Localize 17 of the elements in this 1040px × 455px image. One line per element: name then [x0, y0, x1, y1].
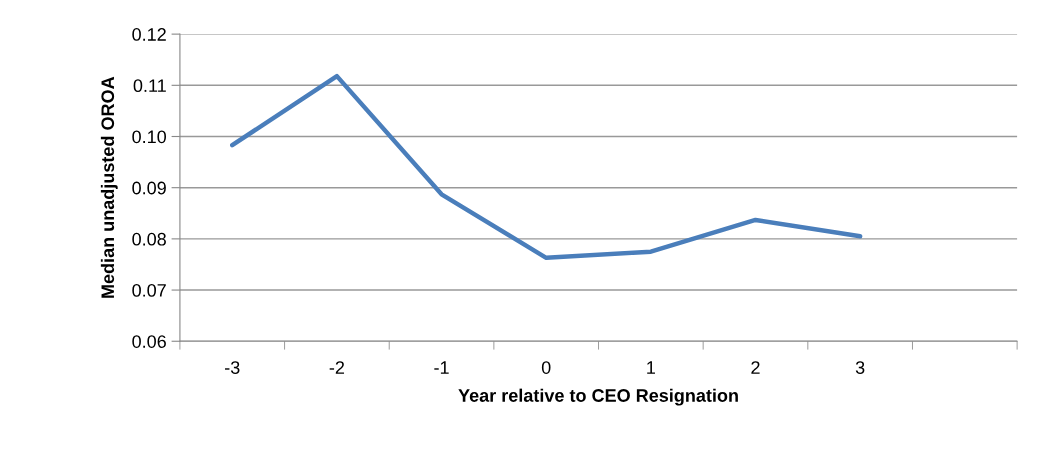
y-tick-label: 0.08: [132, 232, 166, 246]
x-tick-label: 3: [855, 361, 865, 374]
x-tick-label: 2: [751, 361, 760, 374]
y-tick-label: 0.11: [133, 79, 166, 93]
y-tick-label: 0.07: [132, 284, 166, 297]
x-tick-label: -1: [434, 361, 449, 374]
y-tick-label: 0.09: [132, 181, 166, 195]
y-tick-label: 0.12: [132, 28, 166, 41]
x-tick-label: -2: [329, 361, 345, 374]
y-tick-label: 0.10: [132, 130, 167, 144]
y-tick-label: 0.06: [132, 335, 166, 348]
x-tick-label: 1: [647, 361, 655, 374]
line-series: [230, 73, 863, 261]
x-tick-label: 0: [541, 361, 551, 374]
x-axis-title: Year relative to CEO Resignation: [458, 388, 738, 406]
x-tick-label: -3: [225, 361, 240, 374]
y-axis-title: Median unadjusted OROA: [100, 76, 118, 298]
